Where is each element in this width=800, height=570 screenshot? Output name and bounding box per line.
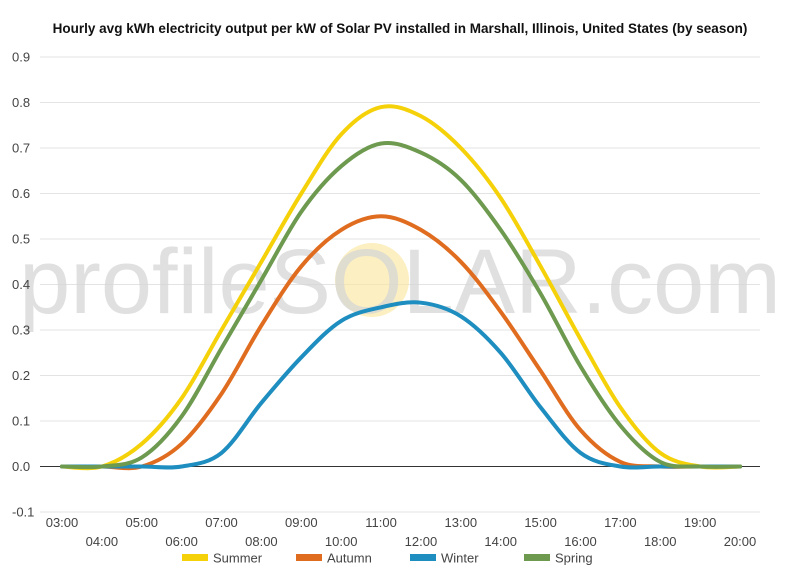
legend-item-winter[interactable]: Winter [410,551,479,566]
legend-label: Spring [555,551,593,566]
legend-swatch [182,554,208,561]
legend-label: Summer [213,551,263,566]
x-axis: 03:00 04:00 05:00 06:00 07:00 08:00 09:00 10:00… [46,515,757,549]
y-tick-label: 0.6 [12,186,30,201]
x-tick-label: 11:00 [365,515,397,530]
chart-title: Hourly avg kWh electricity output per kW… [53,21,748,36]
y-tick-label: 0.8 [12,95,30,110]
series-line-summer [60,104,742,471]
legend[interactable]: Summer Autumn Winter Spring [182,551,593,566]
x-tick-label: 04:00 [86,534,119,549]
watermark-layer: profileSOLAR.com [19,231,781,333]
x-tick-label: 09:00 [285,515,318,530]
x-tick-label: 08:00 [245,534,278,549]
x-tick-label: 15:00 [524,515,557,530]
series-line-autumn [60,214,742,471]
series-line-winter [60,300,742,470]
legend-label: Winter [441,551,479,566]
legend-item-summer[interactable]: Summer [182,551,263,566]
y-axis: -0.1 0.0 0.1 0.2 0.3 0.4 0.5 0.6 0.7 0.8 0.9 [12,50,34,520]
legend-label: Autumn [327,551,372,566]
series-line-spring [60,140,742,470]
x-tick-label: 10:00 [325,534,358,549]
y-tick-label: 0.1 [12,414,30,429]
x-tick-label: 20:00 [724,534,757,549]
series-layer [60,104,742,471]
x-tick-label: 13:00 [445,515,478,530]
x-tick-label: 19:00 [684,515,717,530]
legend-item-autumn[interactable]: Autumn [296,551,372,566]
x-tick-label: 18:00 [644,534,677,549]
y-tick-label: 0.5 [12,232,30,247]
sun-logo-icon [335,243,409,317]
y-tick-label: 0.7 [12,141,30,156]
legend-swatch [296,554,322,561]
y-tick-label: 0.4 [12,277,30,292]
y-tick-label: 0.9 [12,50,30,65]
watermark-text: profileSOLAR.com [19,231,781,333]
x-tick-label: 16:00 [564,534,597,549]
legend-item-spring[interactable]: Spring [524,551,593,566]
x-tick-label: 12:00 [405,534,438,549]
legend-swatch [410,554,436,561]
x-tick-label: 05:00 [125,515,158,530]
y-tick-label: -0.1 [12,505,34,520]
x-tick-label: 06:00 [165,534,198,549]
x-tick-label: 07:00 [205,515,238,530]
x-tick-label: 03:00 [46,515,79,530]
y-tick-label: 0.3 [12,323,30,338]
x-tick-label: 17:00 [604,515,637,530]
y-tick-label: 0.0 [12,459,30,474]
x-tick-label: 14:00 [484,534,517,549]
y-tick-label: 0.2 [12,368,30,383]
legend-swatch [524,554,550,561]
